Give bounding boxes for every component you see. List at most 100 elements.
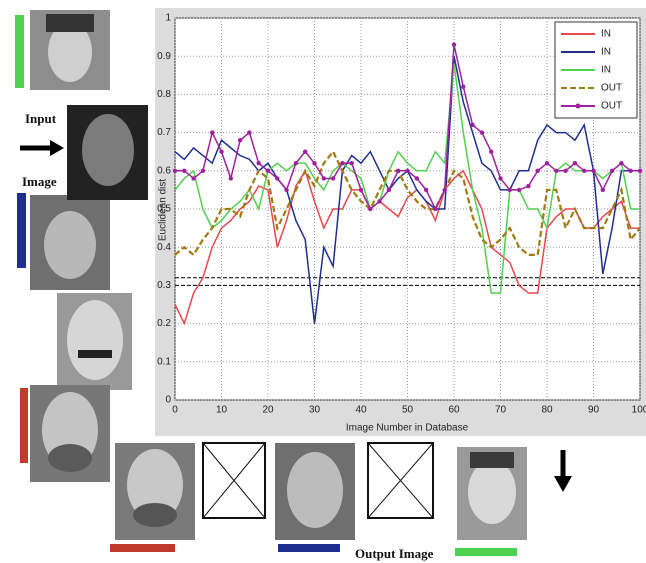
image-label: Image [22,174,57,189]
point-marker [173,169,177,173]
point-marker [629,169,633,173]
point-marker [536,169,540,173]
y-tick-label: 0.3 [157,280,171,291]
legend-label: IN [601,47,611,58]
point-marker [591,169,595,173]
figure: 00.10.20.30.40.50.60.70.80.9101020304050… [0,0,646,563]
point-marker [619,161,623,165]
color-bar [17,193,26,268]
point-marker [601,188,605,192]
legend-label: IN [601,65,611,76]
point-marker [396,169,400,173]
point-marker [303,150,307,154]
point-marker [359,188,363,192]
x-tick-label: 50 [402,405,414,416]
color-bar [20,388,28,463]
point-marker [517,188,521,192]
y-tick-label: 0.2 [157,318,171,329]
face-image [67,105,148,200]
y-tick-label: 1 [165,13,171,24]
x-tick-label: 20 [262,405,274,416]
point-marker [201,169,205,173]
point-marker [489,150,493,154]
y-axis-label: Euclidean dist [158,179,169,241]
point-marker [284,188,288,192]
point-marker [638,169,642,173]
x-tick-label: 100 [632,405,646,416]
point-marker [219,150,223,154]
point-marker [238,138,242,142]
x-tick-label: 80 [541,405,553,416]
point-marker [563,169,567,173]
point-marker [331,176,335,180]
point-marker [545,161,549,165]
point-marker [433,207,437,211]
input-label: Input [25,111,57,126]
x-tick-label: 0 [172,405,178,416]
x-tick-label: 10 [216,405,228,416]
x-tick-label: 40 [355,405,367,416]
point-marker [461,85,465,89]
point-marker [350,161,354,165]
placeholder-box [203,443,265,518]
x-axis-label: Image Number in Database [346,423,469,434]
point-marker [257,161,261,165]
point-marker [266,169,270,173]
face-image [30,385,110,482]
color-bar [278,544,340,552]
point-marker [182,169,186,173]
point-marker [368,207,372,211]
point-marker [424,188,428,192]
x-tick-label: 60 [448,405,460,416]
y-tick-label: 0.4 [157,242,171,253]
point-marker [415,176,419,180]
point-marker [322,176,326,180]
point-marker [294,161,298,165]
point-marker [247,130,251,134]
face-image [457,447,527,540]
point-marker [387,188,391,192]
face-image [275,443,355,540]
color-bar [455,548,517,556]
point-marker [340,161,344,165]
output-label: Output Image [355,546,434,561]
point-marker [498,176,502,180]
legend-label: OUT [601,101,622,112]
point-marker [377,199,381,203]
point-marker [443,188,447,192]
placeholder-box [368,443,433,518]
face-image [30,10,110,90]
y-tick-label: 0.9 [157,51,171,62]
y-tick-label: 0.8 [157,89,171,100]
y-tick-label: 0.6 [157,165,171,176]
y-tick-label: 0.1 [157,356,171,367]
y-tick-label: 0 [165,395,171,406]
color-bar [15,15,24,88]
face-image [115,443,195,540]
point-marker [191,176,195,180]
y-tick-label: 0.7 [157,127,171,138]
point-marker [452,43,456,47]
x-tick-label: 70 [495,405,507,416]
x-tick-label: 30 [309,405,321,416]
arrow-head [554,476,572,492]
arrow-head [50,140,64,156]
point-marker [610,169,614,173]
point-marker [275,176,279,180]
point-marker [470,123,474,127]
face-image [30,195,110,290]
point-marker [210,130,214,134]
legend-label: IN [601,29,611,40]
legend-marker [576,104,581,109]
point-marker [554,169,558,173]
point-marker [405,169,409,173]
point-marker [526,184,530,188]
face-image [57,293,132,390]
point-marker [508,188,512,192]
color-bar [110,544,175,552]
x-tick-label: 90 [588,405,600,416]
legend-label: OUT [601,83,622,94]
point-marker [480,130,484,134]
point-marker [312,161,316,165]
point-marker [229,176,233,180]
